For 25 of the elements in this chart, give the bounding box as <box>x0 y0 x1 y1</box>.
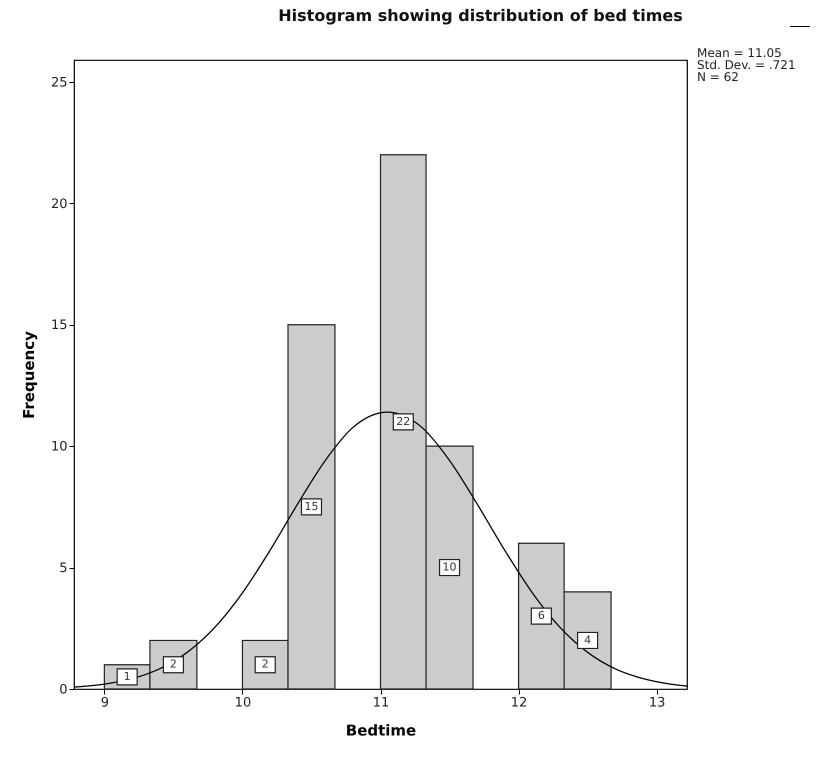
y-tick-label: 25 <box>50 75 68 90</box>
data-label: 10 <box>442 560 457 574</box>
data-label: 15 <box>304 500 318 513</box>
data-label: 4 <box>584 633 592 646</box>
data-label: 2 <box>262 658 269 671</box>
data-label: 1 <box>124 670 131 683</box>
y-tick-label: 10 <box>50 440 68 455</box>
text: Std. Dev. = .721 <box>697 58 797 72</box>
x-tick-label: 10 <box>234 696 252 710</box>
chart-title: Histogram showing distribution of bed times <box>278 6 683 25</box>
data-label: 22 <box>396 414 410 428</box>
x-tick-label: 12 <box>510 696 528 710</box>
x-axis-title: Bedtime <box>346 722 416 740</box>
text: N = 62 <box>697 70 740 84</box>
x-tick-label: 9 <box>100 696 110 710</box>
y-tick-label: 15 <box>50 318 68 334</box>
y-tick-label: 0 <box>59 682 68 698</box>
y-tick-label: 5 <box>59 561 68 576</box>
text: Mean = 11.05 <box>697 46 783 60</box>
data-label: 2 <box>170 658 177 671</box>
data-label: 6 <box>538 609 545 622</box>
x-tick-label: 11 <box>372 696 390 710</box>
x-tick-label: 13 <box>648 696 666 710</box>
y-axis-title: Frequency <box>20 330 38 419</box>
y-tick-label: 20 <box>50 196 68 212</box>
